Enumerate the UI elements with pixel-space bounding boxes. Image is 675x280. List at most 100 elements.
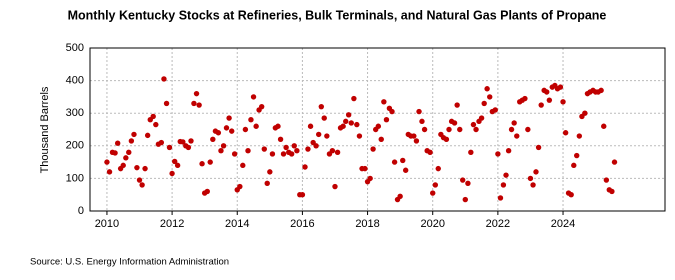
point xyxy=(144,132,151,139)
point xyxy=(397,193,403,200)
point xyxy=(258,103,265,110)
point xyxy=(321,115,327,121)
point xyxy=(207,159,213,165)
point xyxy=(354,121,360,128)
point xyxy=(375,123,382,129)
point xyxy=(104,159,110,165)
point xyxy=(427,149,433,156)
point xyxy=(324,133,330,139)
chart-title: Monthly Kentucky Stocks at Refineries, B… xyxy=(68,8,607,22)
point xyxy=(527,175,534,182)
point xyxy=(332,183,338,190)
point xyxy=(419,118,425,125)
point xyxy=(226,115,232,121)
point xyxy=(413,138,420,144)
point xyxy=(299,192,306,198)
point xyxy=(136,177,143,183)
point xyxy=(218,147,224,154)
point xyxy=(603,177,610,183)
point xyxy=(481,100,487,107)
point xyxy=(294,147,300,154)
point xyxy=(356,133,363,139)
x-tick-label: 2014 xyxy=(225,218,249,230)
point xyxy=(267,169,273,175)
point xyxy=(582,110,588,116)
point xyxy=(112,150,118,156)
point xyxy=(487,94,493,100)
point xyxy=(343,118,349,125)
point xyxy=(269,151,276,157)
point xyxy=(248,117,254,123)
point xyxy=(609,188,615,195)
x-tick-label: 2022 xyxy=(486,218,510,230)
point xyxy=(462,196,468,203)
point xyxy=(242,126,249,133)
point xyxy=(123,155,129,161)
point xyxy=(402,167,409,173)
point xyxy=(435,165,441,172)
point xyxy=(196,102,202,108)
point xyxy=(457,126,463,133)
point xyxy=(261,146,267,152)
point xyxy=(291,143,297,149)
point xyxy=(525,126,531,133)
point xyxy=(484,86,490,92)
point xyxy=(185,144,192,151)
point xyxy=(367,175,373,182)
point xyxy=(598,87,604,94)
point xyxy=(443,136,450,142)
point xyxy=(503,172,509,178)
point xyxy=(315,131,322,138)
point xyxy=(389,108,395,115)
point xyxy=(468,149,474,156)
point xyxy=(562,130,569,136)
point xyxy=(180,139,186,145)
point xyxy=(126,149,132,156)
point xyxy=(495,151,501,157)
x-tick-label: 2012 xyxy=(160,218,184,230)
point xyxy=(383,117,390,123)
point xyxy=(400,157,406,164)
point xyxy=(240,162,246,169)
point xyxy=(220,143,227,149)
point xyxy=(250,94,257,100)
point xyxy=(370,146,376,152)
point xyxy=(193,90,200,97)
point xyxy=(302,164,308,170)
point xyxy=(446,126,452,133)
x-tick-label: 2020 xyxy=(420,218,444,230)
point xyxy=(253,123,259,129)
point xyxy=(280,151,287,157)
point xyxy=(134,164,140,171)
y-tick-label: 500 xyxy=(66,42,84,54)
point xyxy=(172,158,178,165)
y-axis-label: Thousand Barrels xyxy=(39,86,51,173)
point xyxy=(223,125,230,131)
point xyxy=(430,190,436,196)
point xyxy=(329,147,336,154)
point xyxy=(204,188,210,195)
point xyxy=(459,177,466,183)
point xyxy=(318,103,325,110)
point xyxy=(470,121,477,128)
point xyxy=(351,95,357,102)
point xyxy=(120,162,126,169)
point xyxy=(275,123,281,129)
point xyxy=(283,144,289,151)
point xyxy=(174,162,181,169)
point xyxy=(305,146,311,152)
point xyxy=(114,140,121,146)
point xyxy=(139,182,145,188)
x-tick-label: 2010 xyxy=(95,218,119,230)
point xyxy=(277,136,284,142)
point xyxy=(215,130,222,136)
point xyxy=(131,131,137,138)
point xyxy=(454,102,460,108)
point xyxy=(161,76,167,82)
point xyxy=(163,100,170,107)
point xyxy=(465,180,471,186)
point xyxy=(188,138,194,144)
point xyxy=(106,169,113,175)
y-tick-label: 0 xyxy=(78,205,84,217)
